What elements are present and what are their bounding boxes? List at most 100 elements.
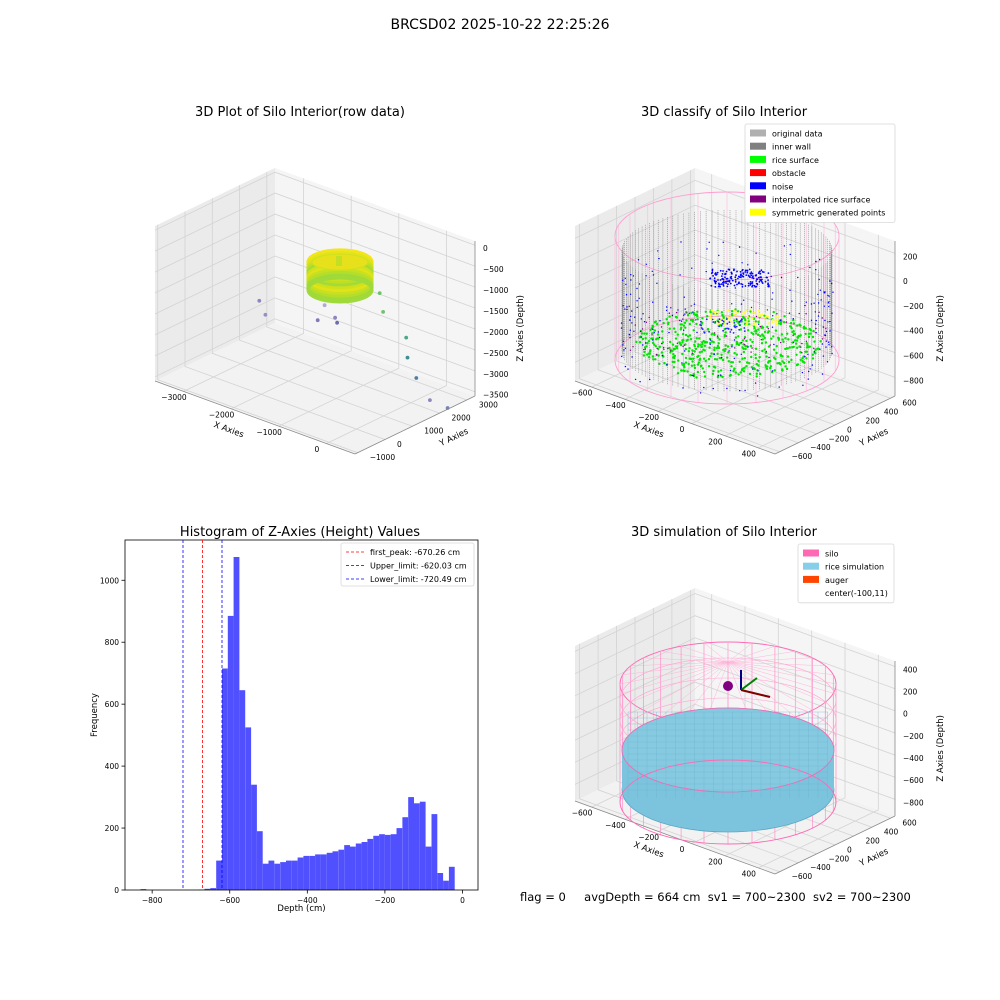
sim-z-tick-label: 200 bbox=[903, 688, 918, 697]
cls-noise-point bbox=[783, 245, 786, 247]
cls-noise-point bbox=[718, 318, 721, 321]
hist-bar bbox=[326, 852, 333, 890]
cls-symmetric-point bbox=[716, 321, 719, 324]
cls-interpolated-point bbox=[629, 349, 632, 351]
cls-rice-surface-point bbox=[723, 349, 726, 353]
cls-rice-surface-point bbox=[736, 342, 739, 345]
cls-noise-point bbox=[625, 294, 628, 296]
cls-rice-surface-point bbox=[807, 346, 810, 349]
cls-rice-surface-point bbox=[789, 325, 792, 328]
cls-noise-point bbox=[721, 278, 723, 280]
cls-y-tick-label: 600 bbox=[902, 399, 917, 408]
raw-data-point bbox=[335, 320, 339, 325]
cls-interpolated-point bbox=[700, 325, 702, 327]
cls-rice-surface-point bbox=[681, 339, 684, 342]
hist-bar bbox=[291, 860, 298, 890]
cls-rice-surface-point bbox=[802, 355, 805, 358]
cls-rice-surface-point bbox=[735, 353, 738, 356]
sim-z-tick-label: −200 bbox=[903, 732, 924, 741]
cls-rice-surface-point bbox=[792, 332, 796, 336]
cls-interpolated-point bbox=[776, 313, 778, 315]
cls-y-axis-label: Y Axies bbox=[857, 426, 890, 449]
cls-noise-point bbox=[720, 324, 723, 327]
raw-z-tick-label: −1000 bbox=[483, 286, 509, 295]
cls-noise-point bbox=[828, 344, 830, 346]
raw-x-tick-label: −1000 bbox=[257, 428, 283, 437]
cls-noise-point bbox=[705, 318, 708, 321]
cls-rice-surface-point bbox=[691, 349, 694, 352]
cls-rice-surface-point bbox=[661, 330, 664, 333]
cls-symmetric-point bbox=[777, 316, 780, 319]
cls-rice-surface-point bbox=[754, 347, 758, 350]
cls-rice-surface-point bbox=[643, 350, 646, 354]
cls-rice-surface-point bbox=[652, 358, 655, 361]
hist-bar bbox=[350, 846, 356, 890]
cls-rice-surface-point bbox=[688, 347, 691, 350]
cls-rice-surface-point bbox=[640, 332, 644, 335]
raw-z-grid bbox=[154, 255, 476, 330]
cls-x-tick-label: 0 bbox=[680, 425, 685, 434]
sim-silo-roof-wire bbox=[619, 661, 729, 685]
cls-rice-surface-point bbox=[748, 362, 751, 365]
cls-noise-point bbox=[744, 271, 747, 273]
cls-rice-surface-point bbox=[787, 338, 790, 341]
hist-bar bbox=[303, 855, 310, 890]
cls-rice-surface-point bbox=[704, 310, 707, 313]
sim-silo-roof-wire bbox=[622, 661, 729, 694]
cls-noise-point bbox=[653, 332, 655, 334]
cls-rice-surface-point bbox=[651, 341, 655, 345]
raw-ring-bottom bbox=[306, 276, 374, 304]
hist-legend-label: first_peak: -670.26 cm bbox=[370, 548, 460, 557]
sim-x-tick-label: −600 bbox=[572, 809, 593, 818]
raw-data-point bbox=[257, 298, 262, 303]
cls-rice-surface-point bbox=[784, 347, 787, 351]
cls-noise-point bbox=[718, 254, 720, 257]
cls-noise-point bbox=[755, 252, 757, 254]
cls-noise-point bbox=[722, 285, 725, 287]
cls-symmetric-point bbox=[745, 308, 748, 311]
sim-x-tick-label: 0 bbox=[680, 845, 685, 854]
hist-x-tick-label: 0 bbox=[460, 896, 465, 905]
cls-noise-point bbox=[827, 341, 830, 343]
cls-rice-surface-point bbox=[727, 351, 730, 354]
cls-interpolated-point bbox=[755, 315, 758, 318]
cls-rice-surface-point bbox=[763, 314, 766, 317]
cls-rice-surface-point bbox=[713, 358, 717, 361]
sim-legend-swatch bbox=[803, 575, 819, 583]
raw-z-tick-label: −500 bbox=[483, 265, 504, 274]
cls-rice-surface-point bbox=[795, 342, 798, 345]
cls-symmetric-point bbox=[742, 311, 745, 314]
sim-y-axis-line bbox=[774, 815, 896, 875]
cls-noise-point bbox=[815, 260, 817, 263]
sim-x-tick-label: 400 bbox=[742, 870, 757, 879]
cls-noise-point bbox=[652, 328, 654, 330]
cls-noise-point bbox=[688, 312, 690, 314]
cls-noise-point bbox=[714, 286, 717, 288]
cls-noise-point bbox=[750, 271, 753, 273]
cls-noise-point bbox=[751, 284, 754, 287]
cls-rice-surface-point bbox=[742, 347, 745, 350]
sim-x-axis-label: X Axies bbox=[632, 840, 665, 860]
cls-noise-point bbox=[749, 281, 752, 283]
cls-rice-surface-point bbox=[666, 322, 670, 326]
cls-interpolated-point bbox=[648, 316, 650, 319]
chart-title: Histogram of Z-Axies (Height) Values bbox=[180, 525, 420, 540]
cls-rice-surface-point bbox=[704, 359, 707, 363]
cls-rice-surface-point bbox=[757, 359, 760, 363]
cls-z-tick-label: 200 bbox=[903, 252, 918, 261]
cls-noise-point bbox=[680, 320, 683, 322]
cls-rice-surface-point bbox=[694, 340, 697, 343]
cls-noise-point bbox=[620, 327, 623, 329]
sim-silo-roof-wire bbox=[643, 657, 729, 663]
cls-noise-point bbox=[766, 276, 768, 279]
cls-noise-point bbox=[759, 278, 761, 281]
hist-bar bbox=[332, 851, 339, 890]
cls-rice-surface-point bbox=[804, 327, 807, 330]
cls-rice-surface-point bbox=[719, 369, 723, 372]
raw-z-grid bbox=[154, 234, 476, 309]
cls-noise-point bbox=[740, 273, 742, 276]
sv2-readout: sv2 = 700~2300 bbox=[812, 890, 911, 904]
cls-interpolated-point bbox=[656, 347, 658, 349]
cls-noise-point bbox=[740, 353, 742, 355]
cls-rice-surface-point bbox=[674, 330, 677, 334]
